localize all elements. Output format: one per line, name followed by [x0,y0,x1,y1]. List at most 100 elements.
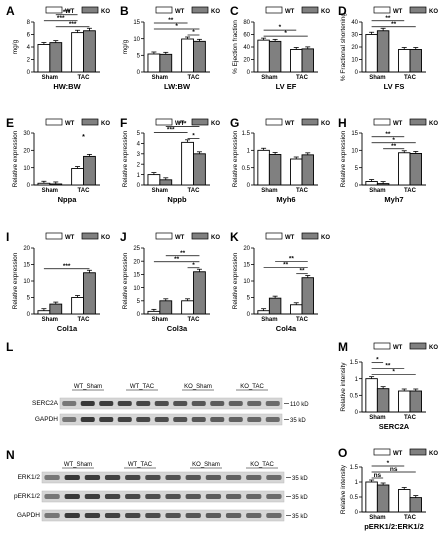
blot-band [247,417,262,422]
blot-band [225,513,242,518]
y-tick-label: 1 [355,377,359,383]
bar [71,297,84,315]
legend-label-ko: KO [429,9,438,15]
blot-band [84,513,101,518]
bar [71,32,84,73]
legend-label-ko: KO [101,9,110,15]
legend-swatch-ko [409,118,427,126]
legend-swatch-wt [373,448,391,456]
blot-row-label: GAPDH [17,512,40,519]
bar [376,484,390,513]
blot-marker-label: 35 kD [290,418,306,424]
panel-letter: F [120,116,127,130]
blot-band [210,417,225,422]
bar [147,174,161,186]
legend-label-wt: WT [175,235,185,241]
bar [193,271,206,315]
significance-label: ** [385,131,391,138]
significance-label: * [284,30,287,37]
y-tick-label: 15 [23,263,30,269]
x-category-label: Sham [42,188,58,194]
y-tick-label: 6 [27,33,31,39]
x-axis-title: Myh6 [276,195,295,204]
significance-label: ** [180,250,186,257]
bar [268,40,282,73]
blot-band [225,494,242,499]
bar [290,158,303,186]
y-tick-label: 5 [137,54,141,60]
y-axis-title: mg/g [122,39,129,54]
legend-swatch-ko [301,118,319,126]
blot-band [125,513,141,518]
legend-swatch-wt [373,342,391,350]
significance-label: * [376,357,379,364]
legend-swatch-ko [81,118,99,126]
y-tick-label: 80 [243,20,250,26]
y-tick-label: 0 [137,183,141,189]
y-axis-title: % Fractional shortening [340,12,347,81]
x-category-label: Sham [261,188,277,194]
blot-band [165,494,181,499]
bar [365,181,378,186]
significance-label: * [192,29,195,36]
x-category-label: Sham [42,75,58,81]
blot-marker-label: 35 kD [292,514,308,520]
legend-label-wt: WT [65,121,75,127]
blot-panel-n: N WT_Sham WT_TAC KO_Sham KO_TAC ERK1/2 35 kD pE… [6,448,308,522]
significance-label: * [192,262,195,269]
legend-swatch-wt [373,118,391,126]
blot-band [191,401,206,406]
bar [193,153,206,186]
legend-swatch-ko [409,342,427,350]
y-tick-label: 3 [137,152,141,158]
legend-label-ko: KO [429,121,438,127]
y-axis-title: Relative intensity [340,362,347,412]
y-tick-label: 10 [23,279,30,285]
bar [49,303,63,315]
blot-band [145,513,161,518]
y-axis-title: Relative expression [122,130,129,187]
y-axis-title: Relative expression [12,252,19,309]
y-tick-label: 15 [133,273,140,279]
y-axis-title: Relative expression [340,130,347,187]
blot-band [117,401,132,406]
significance-label: *** [179,120,187,127]
x-category-label: TAC [404,188,417,194]
legend-label-ko: KO [429,451,438,457]
x-category-label: TAC [404,515,417,521]
y-tick-label: 10 [243,279,250,285]
significance-label: ** [289,256,295,263]
y-tick-label: 0.5 [350,495,359,501]
blot-band [64,513,80,518]
bar [398,152,411,186]
bar [181,300,194,315]
panel-letter: K [230,230,239,244]
significance-label: *** [167,126,175,133]
legend-swatch-ko [191,232,209,240]
blot-band [173,401,188,406]
bar [409,497,422,513]
blot-row-label: GAPDH [35,416,58,423]
bar [83,155,96,186]
panel-letter: A [6,4,15,18]
bar [290,304,303,315]
bar [147,310,161,315]
x-category-label: TAC [78,75,91,81]
bar [37,44,51,73]
legend-swatch-ko [301,6,319,14]
blot-group-label: KO_Sham [184,384,212,390]
bar [301,277,314,315]
x-category-label: Sham [152,188,168,194]
y-tick-label: 60 [243,33,250,39]
x-axis-title: Nppb [167,195,187,204]
significance-label: ** [174,256,180,263]
panel-letter: I [6,230,9,244]
bar [398,489,411,513]
blot-band [80,417,95,422]
blot-band [125,475,141,480]
blot-band [117,417,132,422]
blot-band [191,417,206,422]
blot-band [205,513,222,518]
